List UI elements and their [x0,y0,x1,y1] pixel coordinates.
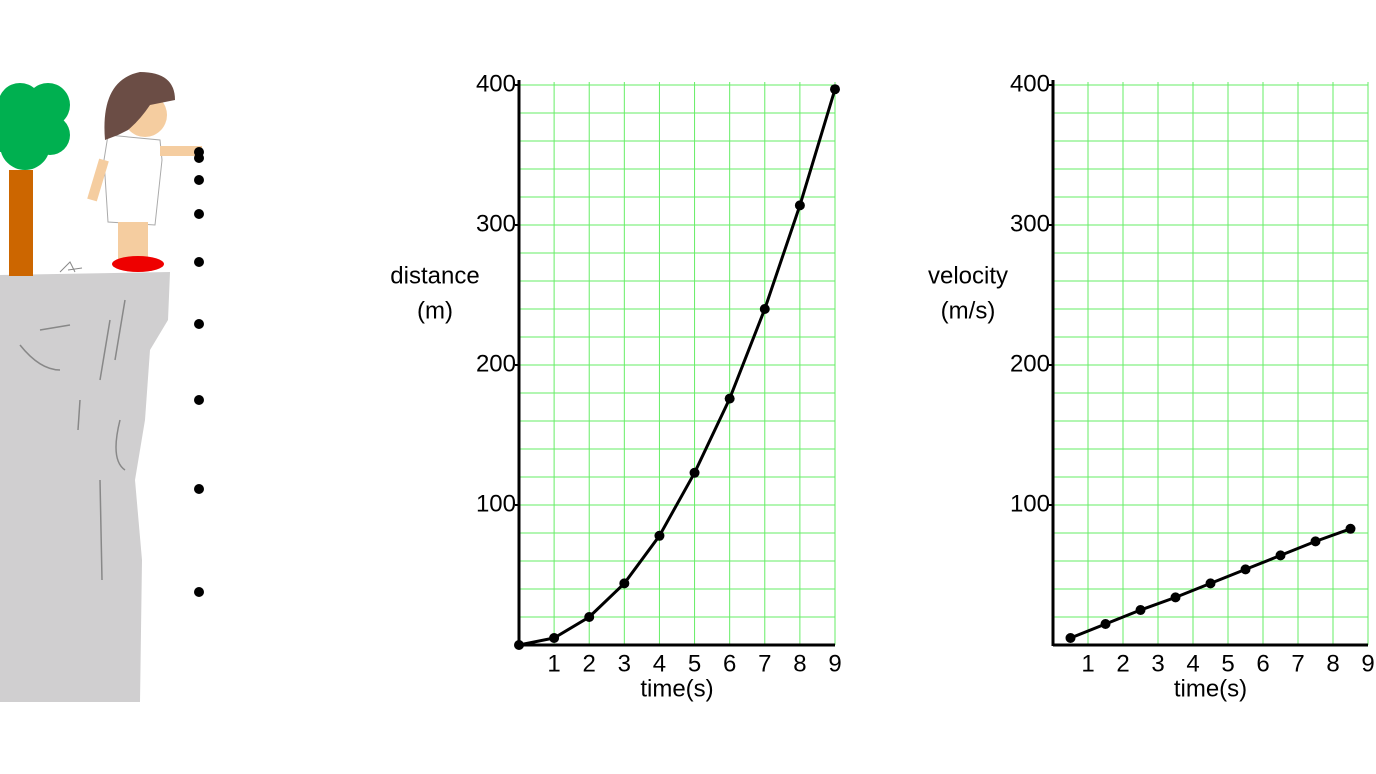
y-tick-label: 100 [476,490,516,517]
data-point [794,200,805,211]
illustration [0,72,204,702]
y-tick-label: 300 [1010,210,1050,237]
x-tick-label: 5 [688,650,701,677]
x-tick-label: 9 [828,650,841,677]
tree-crown [0,83,70,170]
data-point [619,578,630,589]
data-point [1275,550,1286,561]
data-point [1205,578,1216,589]
x-tick-label: 3 [618,650,631,677]
y-axis-label: (m/s) [941,297,996,324]
data-point [830,84,840,95]
x-tick-label: 6 [1256,650,1269,677]
x-axis-label: time(s) [640,675,713,702]
data-point [1345,523,1356,534]
x-tick-label: 3 [1151,650,1164,677]
x-tick-label: 2 [583,650,596,677]
falling-ball [194,147,204,597]
y-tick-label: 200 [476,350,516,377]
data-point [584,612,595,622]
x-tick-label: 1 [1081,650,1094,677]
x-tick-label: 4 [653,650,666,677]
legs [118,222,148,260]
data-point [1100,619,1111,629]
tree-trunk [9,170,33,276]
y-axis-label: distance [390,262,479,289]
x-tick-label: 6 [723,650,736,677]
y-tick-label: 100 [1010,490,1050,517]
arm [160,146,202,156]
data-line [518,88,837,647]
y-tick-label: 400 [1010,70,1050,97]
x-tick-label: 1 [547,650,560,677]
data-point [1310,536,1321,547]
cliff [0,272,170,702]
x-tick-label: 2 [1116,650,1129,677]
hair [104,72,175,140]
data-point [1170,592,1181,603]
x-tick-label: 4 [1186,650,1199,677]
y-tick-label: 300 [476,210,516,237]
x-tick-label: 7 [1291,650,1304,677]
y-axis-label: velocity [928,262,1008,289]
data-point [689,467,700,478]
x-tick-label: 8 [793,650,806,677]
y-axis-label: (m) [417,297,453,324]
data-point [654,530,665,541]
arm-left [87,158,109,202]
data-point [514,640,524,650]
dress [103,134,163,226]
data-point [724,393,735,404]
x-tick-label: 7 [758,650,771,677]
x-tick-label: 5 [1221,650,1234,677]
data-point [1135,605,1146,615]
data-point [1065,633,1076,643]
cliff-cracks [19,299,126,581]
grass [59,261,83,273]
data-point [549,633,560,643]
data-point [1240,564,1251,575]
y-tick-label: 200 [1010,350,1050,377]
x-tick-label: 9 [1361,650,1374,677]
x-axis-label: time(s) [1174,675,1247,702]
y-tick-label: 400 [476,70,516,97]
data-point [759,304,770,314]
shoes [112,256,164,272]
x-tick-label: 8 [1326,650,1339,677]
